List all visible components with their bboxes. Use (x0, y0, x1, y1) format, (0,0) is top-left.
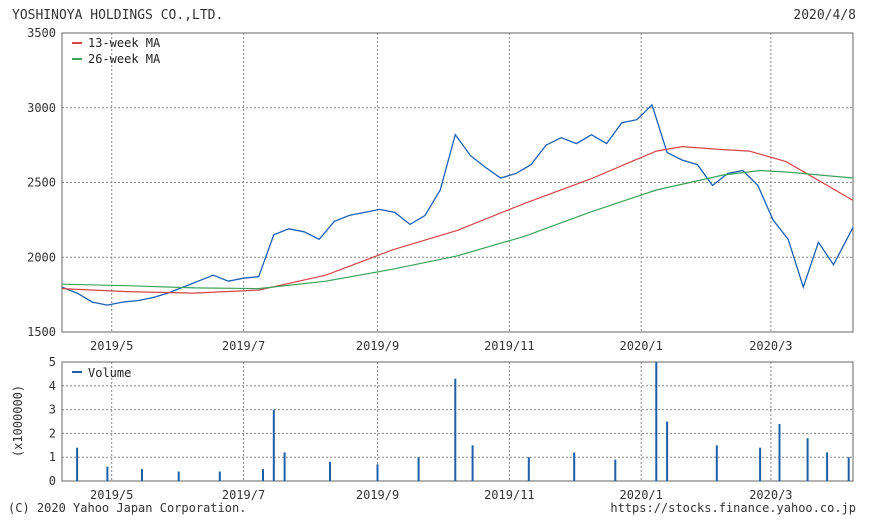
price-y-tick-label: 3500 (27, 26, 56, 40)
price-x-tick-label: 2019/9 (356, 339, 399, 353)
volume-plot-area (62, 362, 853, 481)
price-panel: 1500 2000 2500 3000 3500 2019/5 2019/7 2019/9 20… (27, 26, 854, 353)
volume-bar (826, 452, 829, 481)
volume-bar (376, 464, 379, 481)
series-line-13-week-ma (61, 145, 854, 294)
volume-y-tick-label: 0 (49, 474, 56, 488)
volume-x-tick-label: 2019/5 (90, 488, 133, 502)
legend-label-26-week-ma: 26-week MA (88, 52, 161, 66)
price-y-tick-label: 2500 (27, 176, 56, 190)
volume-bar (614, 459, 617, 481)
volume-unit-label: (x1000000) (11, 385, 25, 457)
volume-bar (847, 457, 850, 481)
volume-x-tick-label: 2019/7 (222, 488, 265, 502)
volume-bar (759, 447, 762, 481)
volume-bar (778, 423, 781, 481)
company-name: YOSHINOYA HOLDINGS CO.,LTD. (12, 8, 224, 23)
series-line-price (61, 103, 854, 306)
volume-y-tick-label: 4 (49, 379, 56, 393)
volume-y-tick-label: 5 (49, 355, 56, 369)
copyright-text: (C) 2020 Yahoo Japan Corporation. (8, 501, 247, 515)
chart-date: 2020/4/8 (793, 8, 856, 23)
volume-frame (61, 361, 854, 482)
volume-y-tick-label: 2 (49, 426, 56, 440)
volume-bar (218, 471, 221, 481)
volume-bar (283, 452, 286, 481)
volume-bar (177, 471, 180, 481)
source-link[interactable]: https://stocks.finance.yahoo.co.jp (610, 501, 856, 515)
volume-bar (262, 469, 264, 481)
volume-bar (666, 421, 669, 481)
volume-bar (417, 457, 420, 481)
price-plot-area (62, 33, 853, 332)
volume-bar (454, 378, 457, 481)
volume-bar (272, 409, 275, 481)
volume-x-tick-label: 2019/11 (484, 488, 535, 502)
volume-bar (715, 445, 718, 481)
volume-bar (141, 469, 143, 481)
price-x-tick-label: 2020/1 (620, 339, 663, 353)
volume-y-tick-label: 3 (49, 403, 56, 417)
price-y-tick-label: 2000 (27, 250, 56, 264)
volume-x-tick-label: 2020/3 (749, 488, 792, 502)
price-frame (61, 32, 854, 333)
price-x-tick-label: 2020/3 (749, 339, 792, 353)
price-x-tick-label: 2019/7 (222, 339, 265, 353)
volume-bar (76, 447, 79, 481)
volume-bar (655, 362, 658, 481)
volume-bar (106, 466, 109, 481)
volume-bar (329, 462, 331, 481)
volume-bar (527, 457, 530, 481)
series-line-26-week-ma (61, 169, 854, 290)
legend-label-volume: Volume (88, 366, 131, 380)
legend-label-13-week-ma: 13-week MA (88, 36, 161, 50)
volume-x-tick-label: 2019/9 (356, 488, 399, 502)
volume-bar (573, 452, 576, 481)
price-y-tick-label: 3000 (27, 101, 56, 115)
volume-panel: 0 1 2 3 4 5 2019/5 2019/7 2019/9 2019/11 2020/1 202… (11, 355, 854, 502)
volume-bar (471, 445, 474, 481)
volume-bar (806, 438, 809, 481)
price-x-tick-label: 2019/5 (90, 339, 133, 353)
volume-y-tick-label: 1 (49, 450, 56, 464)
price-y-tick-label: 1500 (27, 325, 56, 339)
volume-x-tick-label: 2020/1 (620, 488, 663, 502)
price-x-tick-label: 2019/11 (484, 339, 535, 353)
